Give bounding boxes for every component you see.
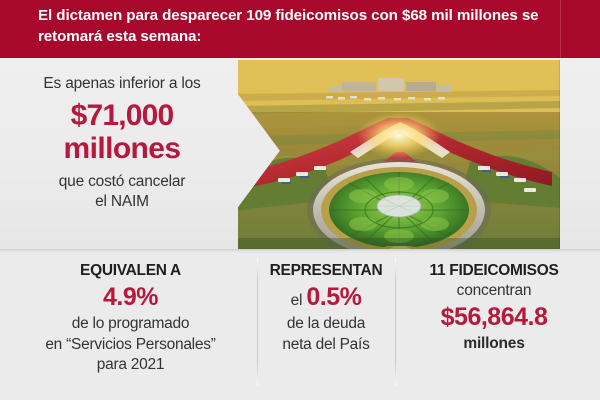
lead-caption: que costó cancelar el NAIM <box>8 172 236 213</box>
stat-subheading: concentran <box>456 281 532 299</box>
lead-caption-line-1: que costó cancelar <box>58 172 186 190</box>
header-banner: El dictamen para desparecer 109 fideicom… <box>0 0 600 58</box>
stat-value-wrapper: 4.9% <box>8 283 253 313</box>
stat-description: de lo programado en “Servicios Personale… <box>8 314 253 375</box>
stat-description-line-1: de la deuda <box>286 315 366 333</box>
page-title: El dictamen para desparecer 109 fideicom… <box>38 7 539 45</box>
stat-column-divider-1 <box>257 258 258 386</box>
stat-value-prefix: el <box>290 291 307 309</box>
stat-heading: REPRESENTAN <box>269 262 383 279</box>
stat-description-line-1: millones <box>463 334 525 352</box>
naim-airport-illustration <box>238 60 560 249</box>
stat-description-line-2: en “Servicios Personales” <box>45 335 216 353</box>
stat-column-divider-2 <box>395 258 396 386</box>
header-seam-divider <box>560 0 561 58</box>
lead-statement-block: Es apenas inferior a los $71,000 millone… <box>8 74 236 213</box>
stats-row: EQUIVALEN A 4.9% de lo programado en “Se… <box>0 254 600 400</box>
lead-caption-line-2: el NAIM <box>95 193 149 211</box>
stat-value-wrapper: el 0.5% <box>262 283 390 313</box>
stat-value: $56,864.8 <box>440 303 548 332</box>
stat-description: de la deuda neta del País <box>262 314 390 355</box>
lead-intro-text: Es apenas inferior a los <box>43 75 201 92</box>
naim-airport-photo <box>238 60 560 249</box>
stat-description-line-1: de lo programado <box>71 315 190 333</box>
stat-value: 4.9% <box>103 282 158 311</box>
stat-card-representan: REPRESENTAN el 0.5% de la deuda neta del… <box>262 262 390 355</box>
stat-card-fideicomisos: 11 FIDEICOMISOS concentran $56,864.8 mil… <box>399 262 589 354</box>
stat-description-line-2: neta del País <box>282 335 370 353</box>
stat-value-wrapper: $56,864.8 <box>399 303 589 333</box>
photo-right-edge <box>559 60 560 249</box>
lead-amount-unit: millones <box>63 131 182 165</box>
stat-heading: 11 FIDEICOMISOS <box>429 262 559 279</box>
section-divider <box>0 249 600 254</box>
stat-value: 0.5% <box>306 282 362 311</box>
lead-amount-primary: $71,000 <box>70 99 175 133</box>
stat-heading: EQUIVALEN A <box>80 262 181 279</box>
stat-description-line-3: para 2021 <box>96 356 165 374</box>
stat-card-equivalen: EQUIVALEN A 4.9% de lo programado en “Se… <box>8 262 253 376</box>
